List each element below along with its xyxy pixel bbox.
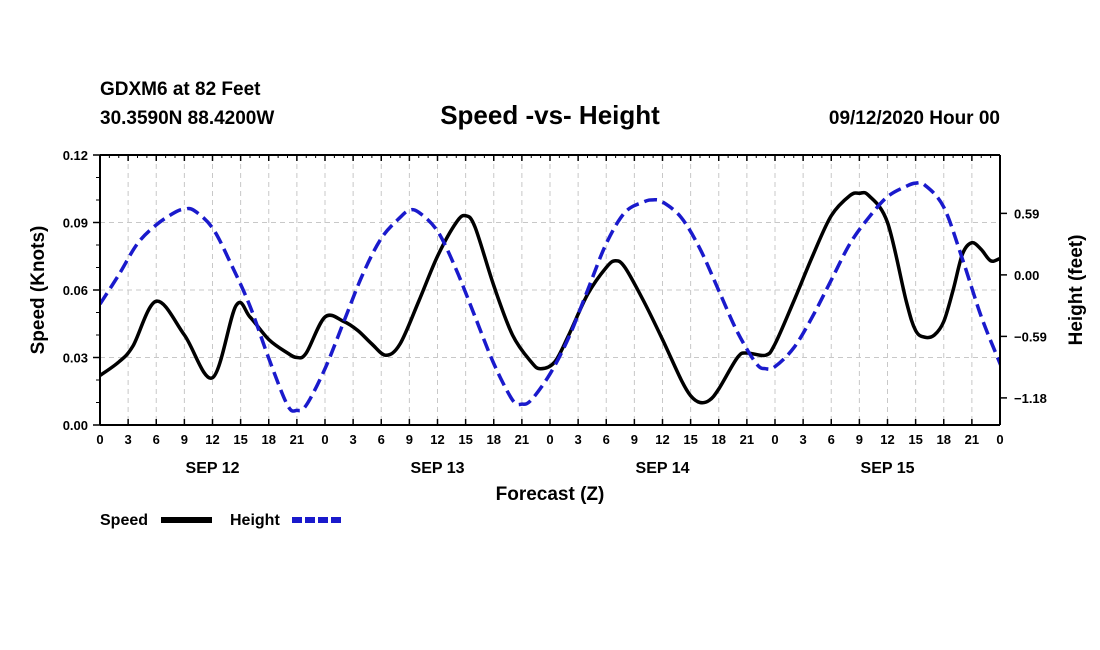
y-tick-label-right: 0.00 (1014, 268, 1039, 283)
legend-speed-label: Speed (100, 512, 148, 529)
x-tick-label: 0 (771, 432, 778, 447)
y-tick-label-right: 0.59 (1014, 206, 1039, 221)
day-label: SEP 12 (186, 460, 240, 477)
y-tick-label-right: −1.18 (1014, 391, 1047, 406)
y-tick-label-left: 0.06 (63, 283, 88, 298)
x-tick-label: 3 (575, 432, 582, 447)
x-tick-label: 0 (546, 432, 553, 447)
x-tick-label: 15 (458, 432, 472, 447)
x-tick-label: 21 (740, 432, 754, 447)
x-tick-label: 6 (378, 432, 385, 447)
x-tick-label: 9 (181, 432, 188, 447)
x-tick-label: 12 (430, 432, 444, 447)
x-tick-label: 6 (153, 432, 160, 447)
datetime-label: 09/12/2020 Hour 00 (829, 108, 1000, 129)
x-tick-label: 18 (937, 432, 951, 447)
plot-area: 0 3 6 9 12 15 18 21 0 3 6 9 12 15 18 21 0 3 6 9 12 15 18 21 0 3 6 9… (63, 148, 1047, 477)
day-label: SEP 15 (861, 460, 915, 477)
x-tick-label: 12 (205, 432, 219, 447)
x-tick-label: 3 (125, 432, 132, 447)
x-tick-label: 15 (233, 432, 247, 447)
x-tick-label: 9 (856, 432, 863, 447)
x-tick-label: 3 (800, 432, 807, 447)
y-tick-label-left: 0.12 (63, 148, 88, 163)
y-tick-label-left: 0.03 (63, 351, 88, 366)
series-line-speed (100, 190, 1000, 405)
y-tick-label-right: −0.59 (1014, 329, 1047, 344)
x-tick-label: 21 (965, 432, 979, 447)
x-axis-label: Forecast (Z) (496, 484, 605, 505)
y-axis-left-label: Speed (Knots) (28, 226, 49, 355)
y-tick-label-left: 0.09 (63, 216, 88, 231)
axis-layer: 0 3 6 9 12 15 18 21 0 3 6 9 12 15 18 21 0 3 6 9 12 15 18 21 0 3 6 9… (63, 148, 1047, 477)
x-tick-label: 6 (603, 432, 610, 447)
series-layer (100, 180, 1000, 413)
x-tick-label: 18 (262, 432, 276, 447)
x-tick-label: 18 (712, 432, 726, 447)
x-tick-label: 21 (290, 432, 304, 447)
x-tick-label: 0 (996, 432, 1003, 447)
x-tick-label: 18 (487, 432, 501, 447)
day-label: SEP 14 (636, 460, 690, 477)
x-tick-label: 21 (515, 432, 529, 447)
y-tick-label-left: 0.00 (63, 418, 88, 433)
station-label: GDXM6 at 82 Feet (100, 79, 261, 100)
x-tick-label: 3 (350, 432, 357, 447)
x-tick-label: 15 (683, 432, 697, 447)
x-tick-label: 9 (631, 432, 638, 447)
x-tick-label: 15 (908, 432, 922, 447)
y-axis-right-label: Height (feet) (1066, 235, 1087, 346)
x-tick-label: 0 (321, 432, 328, 447)
legend-height-label: Height (230, 512, 280, 529)
coords-label: 30.3590N 88.4200W (100, 108, 274, 129)
x-tick-label: 12 (880, 432, 894, 447)
x-tick-label: 0 (96, 432, 103, 447)
x-tick-label: 12 (655, 432, 669, 447)
grid-layer (100, 155, 1000, 425)
series-line-height (100, 180, 1000, 413)
legend: Speed Height (100, 512, 342, 529)
day-label: SEP 13 (411, 460, 465, 477)
x-tick-label: 6 (828, 432, 835, 447)
x-tick-label: 9 (406, 432, 413, 447)
chart-title: Speed -vs- Height (440, 100, 660, 130)
